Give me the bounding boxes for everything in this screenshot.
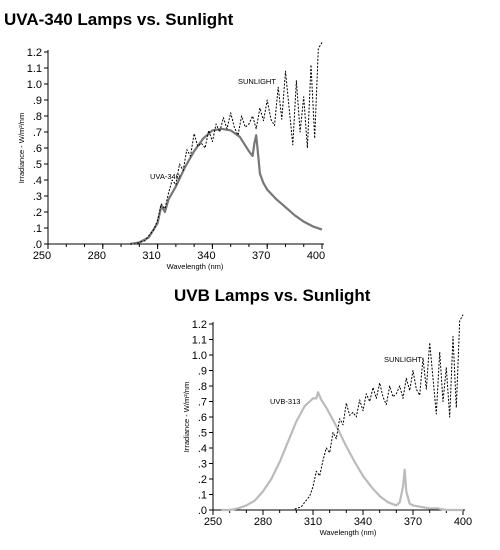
chart1-y-tick-label: .2 [33, 207, 42, 219]
chart2-y-tick-label: .7 [198, 397, 207, 409]
chart1-y-tick-label: 1.0 [27, 79, 42, 91]
chart1-y-tick-label: .7 [33, 127, 42, 139]
chart1-y-tick-label: .3 [33, 191, 42, 203]
chart1-x-tick-label: 370 [252, 250, 270, 262]
chart1-x-tick-label: 340 [197, 250, 215, 262]
chart2-y-tick-label: .1 [198, 490, 207, 502]
chart2-title: UVB Lamps vs. Sunlight [174, 286, 371, 305]
chart2-y-tick-label: .3 [198, 459, 207, 471]
chart1-series-label-uva-340: UVA-340 [150, 172, 180, 181]
chart1-y-tick-label: .9 [33, 95, 42, 107]
chart2-series-label-uvb-313: UVB-313 [270, 397, 300, 406]
chart1-series-sunlight [130, 42, 323, 245]
chart2-y-tick-label: .4 [198, 443, 207, 455]
chart2-x-tick-label: 280 [254, 516, 272, 528]
chart1-x-tick-label: 310 [142, 250, 160, 262]
chart2-x-tick-label: 310 [304, 516, 322, 528]
chart1-x-tick-label: 250 [33, 250, 51, 262]
chart2-y-tick-label: .8 [198, 381, 207, 393]
chart1-series-uva-340 [130, 127, 323, 246]
chart2-y-tick-label: .0 [198, 505, 207, 517]
chart2-y-axis-label: Irradiance - W/m²/nm [182, 382, 191, 452]
chart1-y-tick-label: .8 [33, 111, 42, 123]
chart1-y-tick-label: 1.1 [27, 63, 42, 75]
chart2-y-tick-label: 1.2 [192, 319, 207, 331]
chart2-x-tick-label: 340 [354, 516, 372, 528]
chart1-y-tick-label: .5 [33, 159, 42, 171]
chart2-x-axis-label: Wavelength (nm) [320, 528, 377, 537]
chart1-title: UVA-340 Lamps vs. Sunlight [4, 10, 234, 29]
chart1-y-axis-label: Irradiance - W/m²/nm [17, 113, 26, 183]
chart2-y-tick-label: 1.0 [192, 350, 207, 362]
chart1-x-axis-label: Wavelength (nm) [167, 262, 224, 271]
chart1-x-tick-label: 280 [88, 250, 106, 262]
chart2-series-label-sunlight: SUNLIGHT [384, 355, 422, 364]
chart2-x-tick-label: 370 [404, 516, 422, 528]
chart1-x-tick-label: 400 [307, 250, 325, 262]
chart1-y-tick-label: .0 [33, 239, 42, 251]
chart2-series-sunlight [288, 314, 464, 511]
chart1-y-tick-label: 1.2 [27, 47, 42, 59]
chart2-y-tick-label: .9 [198, 366, 207, 378]
chart2-y-tick-label: .6 [198, 412, 207, 424]
chart2-x-tick-label: 250 [204, 516, 222, 528]
chart2-y-tick-label: .5 [198, 428, 207, 440]
chart2-x-tick-label: 400 [454, 516, 472, 528]
chart1-y-tick-label: .6 [33, 143, 42, 155]
chart2-y-tick-label: .2 [198, 474, 207, 486]
chart1-series-label-sunlight: SUNLIGHT [238, 77, 276, 86]
chart1-y-tick-label: .1 [33, 223, 42, 235]
chart2-series-uvb-313 [221, 391, 463, 512]
chart1-y-tick-label: .4 [33, 175, 42, 187]
chart2-y-tick-label: 1.1 [192, 335, 207, 347]
